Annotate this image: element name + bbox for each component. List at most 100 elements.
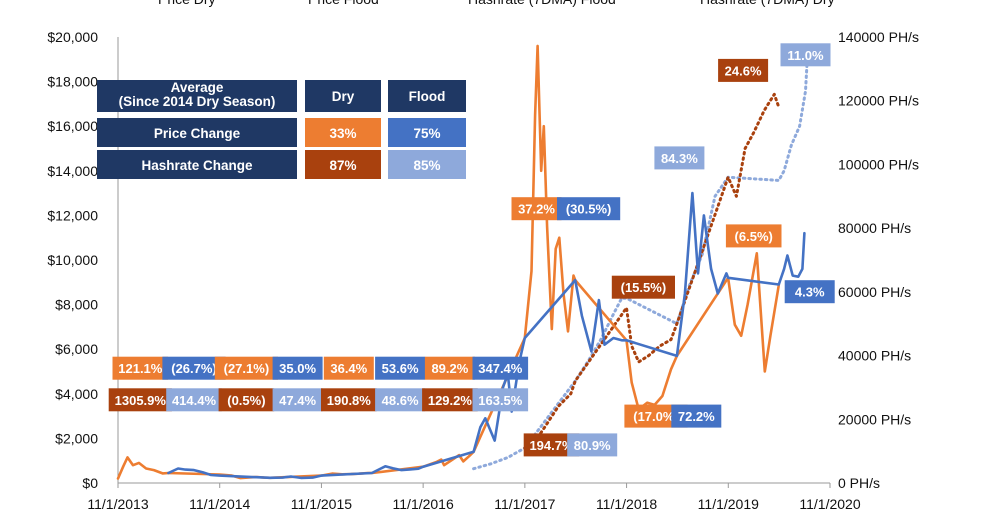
table-row-label-cell (97, 150, 297, 179)
change-label-box (272, 356, 323, 380)
table-header-cell (97, 80, 297, 112)
change-label-box (162, 356, 226, 380)
change-label-text: 35.0% (279, 361, 316, 376)
axes-layer: $0 $2,000 $4,000 $6,000 $8,000 $10,000 $12,000… (47, 29, 919, 512)
legend-label: Hashrate (7DMA) Dry (700, 0, 835, 7)
change-label-box (108, 388, 172, 412)
change-label-text: 24.6% (725, 63, 762, 78)
change-label-box (725, 224, 782, 248)
table-header-cell (388, 80, 466, 112)
table-header-cell (305, 80, 381, 112)
change-label-text: (17.0%) (633, 409, 679, 424)
change-label-text: 80.9% (574, 438, 611, 453)
change-label-box (718, 58, 769, 82)
legend: Price Dry Price Flood Hashrate (7DMA) Floo… (158, 0, 835, 7)
change-label-text: 163.5% (478, 393, 523, 408)
change-label-box (166, 388, 222, 412)
x-tick-label: 11/1/2013 (87, 496, 148, 512)
x-tick-label: 11/1/2019 (698, 496, 759, 512)
change-label-text: (0.5%) (227, 393, 265, 408)
change-label-box (321, 388, 377, 412)
y-right-tick-label: 40000 PH/s (838, 348, 911, 364)
change-label-text: 72.2% (678, 409, 715, 424)
change-label-text: 414.4% (172, 393, 217, 408)
table-dry-value: 87% (329, 158, 356, 173)
y-right-tick-label: 60000 PH/s (838, 284, 911, 300)
change-label-box (511, 197, 562, 221)
change-label-box (611, 275, 675, 299)
change-label-text: 129.2% (428, 393, 473, 408)
change-label-box (557, 197, 621, 221)
y-left-tick-label: $18,000 (47, 74, 98, 90)
change-label-box (218, 388, 275, 412)
change-label-box (375, 356, 426, 380)
y-left-tick-label: $6,000 (55, 341, 98, 357)
y-left-tick-label: $14,000 (47, 163, 98, 179)
change-label-box (112, 356, 169, 380)
table-flood-cell (388, 118, 466, 147)
change-label-text: (6.5%) (735, 229, 773, 244)
change-label-text: 194.7% (529, 438, 574, 453)
change-label-box (472, 388, 529, 412)
change-label-text: 1305.9% (115, 393, 167, 408)
x-tick-label: 11/1/2014 (189, 496, 250, 512)
table-flood-cell (388, 150, 466, 179)
table-header-text: Dry (332, 89, 355, 104)
table-dry-cell (305, 118, 381, 147)
seasonal-change-labels: 121.1% 1305.9% (26.7%) 414.4% (27.1%) (0.5%) 3… (108, 43, 835, 457)
change-label-box (214, 356, 278, 380)
change-label-text: 37.2% (518, 202, 555, 217)
y-left-tick-label: $0 (82, 475, 98, 491)
table-dry-cell (305, 150, 381, 179)
change-label-text: 4.3% (795, 285, 825, 300)
x-tick-label: 11/1/2016 (393, 496, 454, 512)
change-label-box (272, 388, 323, 412)
series-hashrate-dry (523, 92, 781, 450)
y-left-tick-label: $2,000 (55, 430, 98, 446)
y-right-tick-label: 20000 PH/s (838, 411, 911, 427)
change-label-text: 84.3% (661, 151, 698, 166)
table-row-label: Hashrate Change (141, 158, 253, 173)
change-label-text: 347.4% (478, 361, 523, 376)
y-right-tick-label: 120000 PH/s (838, 93, 919, 109)
y-left-tick-label: $8,000 (55, 297, 98, 313)
change-label-box (780, 43, 831, 67)
y-right-tick-label: 0 PH/s (838, 475, 880, 491)
y-right-tick-label: 80000 PH/s (838, 220, 911, 236)
change-label-box (422, 388, 478, 412)
x-tick-label: 11/1/2018 (596, 496, 657, 512)
change-label-text: 11.0% (787, 48, 824, 63)
change-label-text: 36.4% (330, 361, 367, 376)
change-label-text: 190.8% (327, 393, 372, 408)
change-label-text: 121.1% (118, 361, 163, 376)
table-header-text: (Since 2014 Dry Season) (119, 94, 276, 109)
change-label-text: 47.4% (279, 393, 316, 408)
change-label-box (424, 356, 475, 380)
table-row-label: Price Change (154, 126, 241, 141)
y-left-tick-label: $16,000 (47, 118, 98, 134)
series-layer (116, 44, 809, 480)
table-dry-value: 33% (329, 126, 356, 141)
x-tick-label: 11/1/2015 (291, 496, 352, 512)
y-left-tick-label: $4,000 (55, 386, 98, 402)
change-label-text: 48.6% (382, 393, 419, 408)
change-label-box (375, 388, 426, 412)
change-label-box (654, 146, 705, 170)
y-right-tick-label: 100000 PH/s (838, 156, 919, 172)
average-change-table: Average(Since 2014 Dry Season) Dry Flood Pr… (97, 80, 466, 179)
x-tick-label: 11/1/2020 (799, 496, 860, 512)
change-label-text: (27.1%) (224, 361, 270, 376)
series-price-flood (167, 191, 806, 480)
legend-label: Price Dry (158, 0, 216, 7)
change-label-box (472, 356, 529, 380)
change-label-text: (26.7%) (171, 361, 217, 376)
change-label-box (523, 433, 580, 457)
table-flood-value: 75% (413, 126, 440, 141)
table-header-text: Average (171, 80, 224, 95)
change-label-text: 89.2% (431, 361, 468, 376)
table-row-label-cell (97, 118, 297, 147)
x-tick-label: 11/1/2017 (494, 496, 555, 512)
change-label-text: 53.6% (382, 361, 419, 376)
change-label-box (784, 280, 835, 304)
